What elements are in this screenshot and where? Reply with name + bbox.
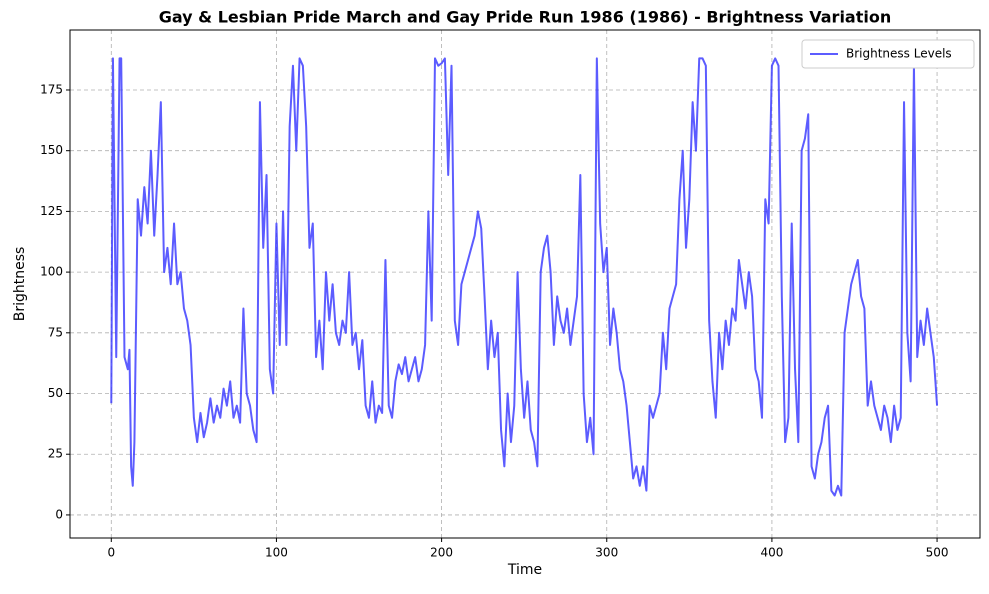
x-tick-label: 500 xyxy=(926,546,949,560)
y-tick-label: 50 xyxy=(48,386,63,400)
y-axis-label: Brightness xyxy=(12,247,28,322)
y-tick-label: 175 xyxy=(40,82,63,96)
x-tick-label: 300 xyxy=(595,546,618,560)
data-line xyxy=(110,57,939,497)
legend-box xyxy=(801,39,975,69)
chart-title: Gay & Lesbian Pride March and Gay Pride … xyxy=(159,8,892,27)
y-tick-label: 150 xyxy=(40,143,63,157)
x-axis-label: Time xyxy=(507,562,542,578)
y-tick-label: 125 xyxy=(40,204,63,218)
x-tick-label: 100 xyxy=(265,546,288,560)
y-tick-label: 0 xyxy=(55,507,63,521)
y-tick-label: 25 xyxy=(48,447,63,461)
x-tick-label: 200 xyxy=(430,546,453,560)
y-tick-label: 100 xyxy=(40,265,63,279)
x-tick-label: 0 xyxy=(107,546,115,560)
legend-label: Brightness Levels xyxy=(846,47,952,61)
plot-frame xyxy=(69,29,981,539)
x-tick-label: 400 xyxy=(760,546,783,560)
y-tick-label: 75 xyxy=(48,325,63,339)
